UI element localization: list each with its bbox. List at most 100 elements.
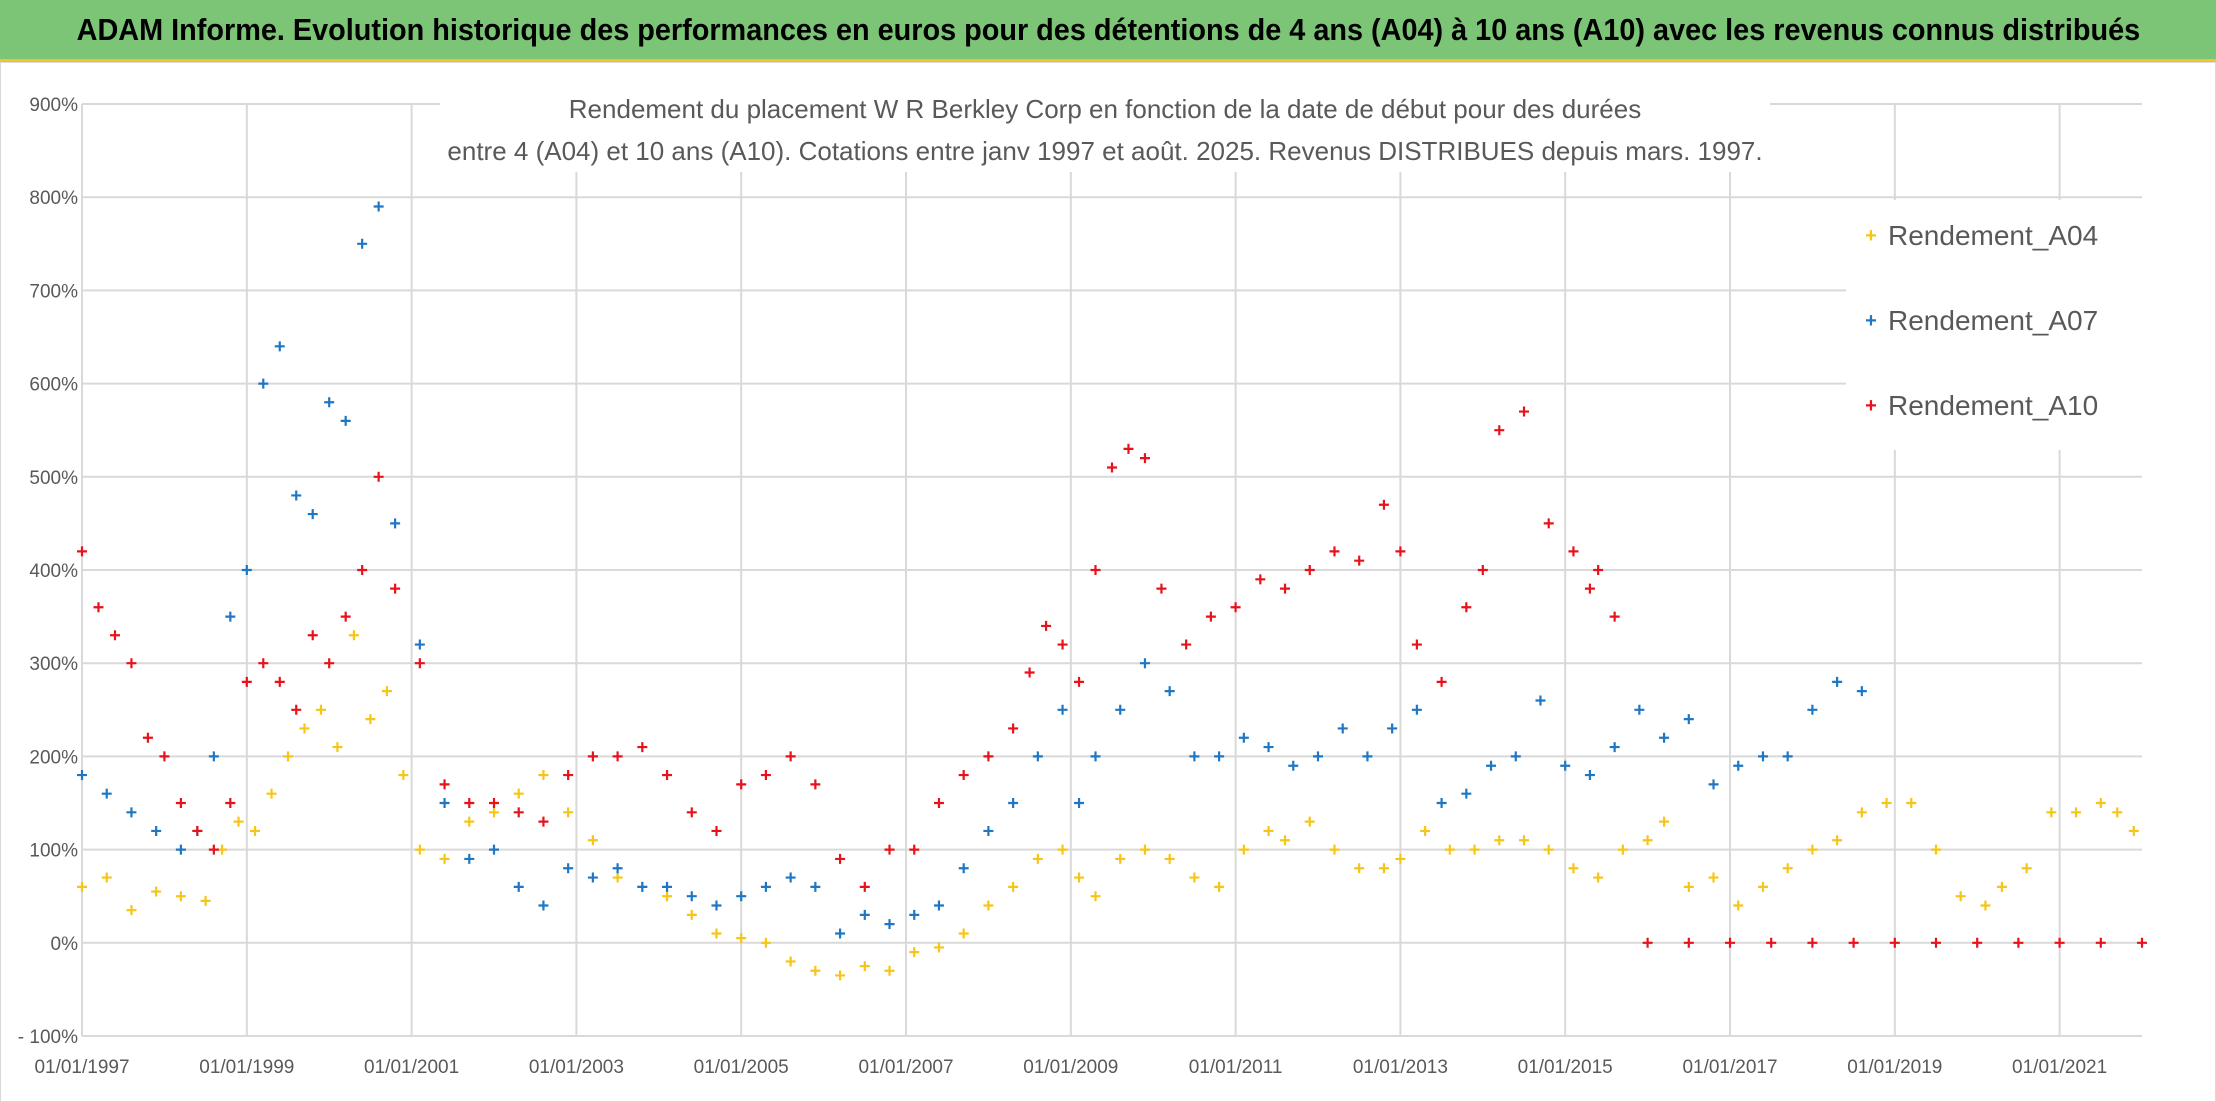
data-point [332,742,343,753]
data-point [1411,704,1422,715]
data-point [1832,835,1843,846]
data-point [1931,937,1941,948]
data-point [1980,900,1991,911]
data-point [1329,546,1340,557]
y-tick-label: 500% [29,468,78,489]
data-point [1584,583,1595,594]
data-point [1766,937,1777,948]
y-tick-label: 600% [29,375,78,396]
data-point [2095,937,2106,948]
data-point [1593,565,1604,575]
data-point [489,807,499,818]
data-point [686,891,697,902]
data-point [785,872,796,883]
data-point [464,853,475,864]
chart-title-line-2: entre 4 (A04) et 10 ans (A10). Cotations… [447,136,1763,166]
data-point [357,565,368,575]
x-tick-label: 01/01/2005 [694,1057,789,1078]
data-point [662,770,673,781]
data-point [1593,872,1604,883]
data-point [1238,732,1249,743]
data-point [1477,565,1488,575]
data-point [686,807,697,818]
legend-item-a10: + Rendement_A10 [1860,386,2098,426]
y-tick-label: 0% [51,934,79,955]
x-tick-label: 01/01/2011 [1189,1057,1283,1078]
data-point [464,798,475,808]
x-tick-label: 01/01/2003 [529,1057,624,1078]
data-point [1683,937,1694,948]
data-point [933,900,944,911]
y-axis-tick-labels: - 100% 0% 100% 200% 300% 400% 500% 600% 700% 800%… [18,95,78,1048]
data-point [258,658,269,669]
data-point [1354,555,1365,566]
y-tick-label: 200% [29,747,78,768]
data-point [810,881,821,892]
data-point [1214,751,1225,762]
data-point [1807,844,1818,855]
y-tick-label: 800% [29,188,78,209]
data-point [159,751,170,762]
data-point [1757,751,1768,762]
data-point [1189,751,1200,762]
x-tick-label: 01/01/1999 [199,1057,294,1078]
data-point [283,751,293,762]
data-point [1313,751,1323,762]
data-point [637,881,648,892]
data-point [348,630,359,641]
x-tick-label: 01/01/2007 [858,1057,953,1078]
data-point [1617,844,1628,855]
data-point [126,905,137,916]
data-point [390,583,401,594]
data-point [1411,639,1422,650]
data-point [662,891,673,902]
data-point [1733,760,1744,771]
data-point [612,751,623,762]
data-point [1395,546,1406,557]
data-point [1090,565,1101,575]
data-point [2054,937,2065,948]
data-point [711,900,722,911]
data-point [1543,844,1554,855]
data-point [365,714,376,725]
data-point [983,900,994,911]
legend-marker-a10: + [1865,394,1877,417]
data-point [151,825,162,836]
chart-legend: + Rendement_A04 + Rendement_A07 + Rendem… [1846,200,2146,450]
x-tick-label: 01/01/2017 [1682,1057,1777,1078]
data-point [760,937,771,948]
data-point [513,881,524,892]
data-point [1205,611,1216,622]
data-point [414,658,425,669]
data-point [225,611,236,622]
data-point [241,565,252,575]
data-point [126,807,137,818]
data-point [2071,807,2082,818]
data-point [340,415,351,426]
legend-label-a04: Rendement_A04 [1888,220,2099,251]
data-point [1856,686,1867,697]
data-point [612,863,623,874]
data-point [1057,844,1068,855]
data-point [414,844,425,855]
series-Rendement_A04 [77,630,2139,981]
data-point [77,881,87,892]
data-point [1708,872,1719,883]
legend-marker-a07: + [1865,309,1877,332]
data-point [101,872,112,883]
data-point [958,863,969,874]
data-point [324,397,335,408]
data-point [686,909,697,920]
data-point [1164,686,1175,697]
data-point [1725,937,1735,948]
data-point [1634,704,1645,715]
data-point [1584,770,1595,781]
data-point [513,807,524,818]
data-point [1280,583,1291,594]
data-point [225,798,236,808]
data-point [785,751,796,762]
data-point [1461,602,1472,613]
data-point [760,770,771,781]
data-point [810,779,821,790]
